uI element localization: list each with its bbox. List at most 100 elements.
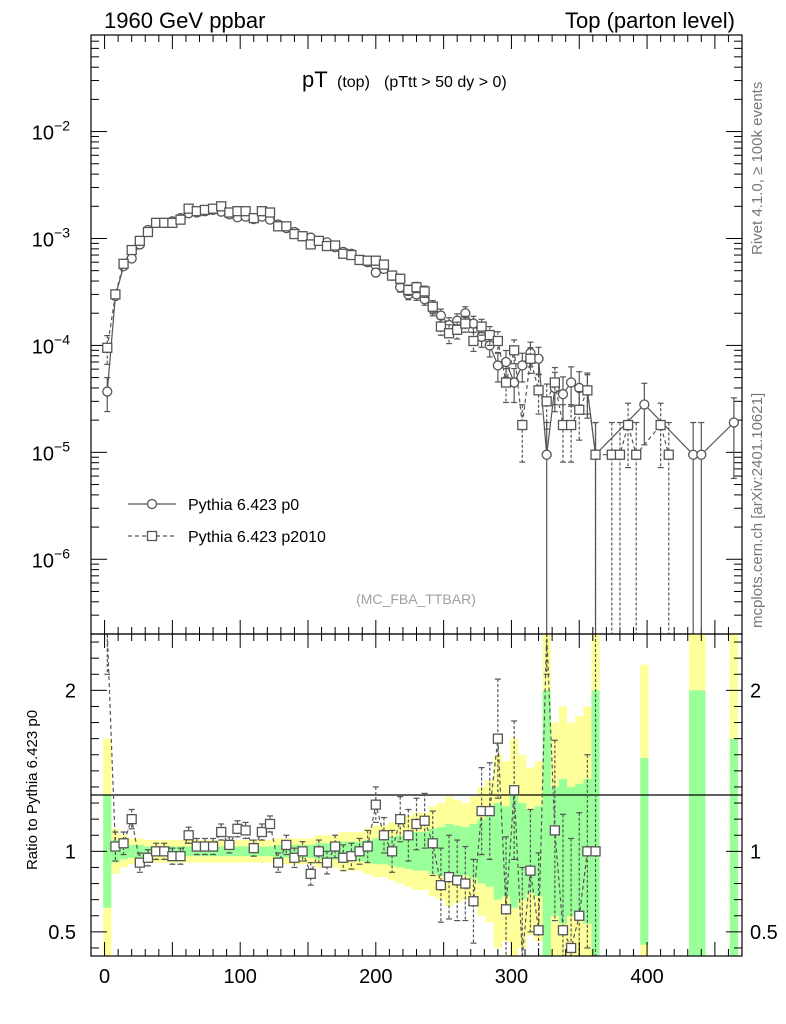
data-point-square xyxy=(484,329,495,341)
data-point-square xyxy=(582,385,593,396)
ratio-y-tick-label-right: 0.5 xyxy=(750,922,778,944)
ratio-point-square xyxy=(395,814,406,825)
ratio-point-square xyxy=(207,841,219,852)
ratio-band-bin xyxy=(542,690,551,956)
data-point-square xyxy=(655,419,666,431)
ratio-band-bin xyxy=(640,757,649,945)
ratio-band-bin xyxy=(306,844,315,858)
ratio-band-bin xyxy=(689,690,698,956)
ratio-y-axis-label: Ratio to Pythia 6.423 p0 xyxy=(24,710,41,870)
data-point-square xyxy=(126,244,137,256)
ratio-band-bin xyxy=(420,832,429,871)
ratio-y-tick-label: 1 xyxy=(65,841,76,863)
ratio-frame xyxy=(90,633,743,957)
main-y-tick-label: 10−4 xyxy=(32,331,70,358)
ratio-point-square xyxy=(484,805,495,817)
ratio-point-square xyxy=(508,785,520,796)
ratio-band-bin xyxy=(103,795,112,908)
ratio-y-tick-labels: 0.5 0.5 1 1 2 2 xyxy=(48,680,778,944)
ratio-band-bin xyxy=(135,844,144,858)
header-left: 1960 GeV ppbar xyxy=(104,8,265,33)
main-y-tick-label: 10−2 xyxy=(32,118,70,145)
data-point-square xyxy=(590,449,601,460)
main-y-tick-label: 10−5 xyxy=(32,438,70,465)
ratio-point-square xyxy=(329,841,341,852)
data-point-square xyxy=(240,206,251,217)
ratio-point-square xyxy=(557,925,569,936)
data-point-circle xyxy=(370,267,381,278)
ratio-band-bin xyxy=(396,835,405,868)
ratio-point-square xyxy=(273,857,284,868)
data-point-square xyxy=(175,214,186,225)
legend-label-p2010: Pythia 6.423 p2010 xyxy=(188,529,326,546)
ratio-band-bin xyxy=(412,832,421,871)
ratio-point-square xyxy=(240,825,251,836)
ratio-panel: 0.5 0.5 1 1 2 2 0 100 200 300 400 Ratio to Pythia… xyxy=(24,633,778,988)
ratio-band-bin xyxy=(127,844,136,858)
ratio-band-bin xyxy=(493,803,502,900)
data-point-square xyxy=(508,345,520,356)
data-point-circle xyxy=(728,417,740,428)
data-point-circle xyxy=(565,377,577,388)
data-point-square xyxy=(549,377,560,388)
x-tick-label: 300 xyxy=(495,966,528,988)
legend-entry-p2010: Pythia 6.423 p2010 xyxy=(128,529,326,546)
data-point-square xyxy=(134,235,145,247)
ratio-point-square xyxy=(549,825,560,836)
legend-label-p0: Pythia 6.423 p0 xyxy=(188,497,299,514)
ratio-point-square xyxy=(435,880,447,891)
ratio-point-square xyxy=(590,846,601,857)
data-point-square xyxy=(541,396,552,407)
data-point-circle xyxy=(696,449,707,460)
ratio-point-square xyxy=(313,846,325,857)
ratio-point-square xyxy=(321,857,333,868)
ratio-point-square xyxy=(305,868,316,880)
x-tick-label: 100 xyxy=(224,966,257,988)
ratio-band-bin xyxy=(257,846,266,857)
ratio-band-bin xyxy=(697,690,706,956)
ratio-band-bin xyxy=(477,819,486,884)
ratio-point-square xyxy=(289,852,300,863)
ratio-point-square xyxy=(565,942,577,954)
watermark: (MC_FBA_TTBAR) xyxy=(356,591,476,607)
ratio-point-square xyxy=(248,842,259,854)
data-point-square xyxy=(110,289,121,300)
data-point-square xyxy=(419,286,430,297)
ratio-point-square xyxy=(370,799,381,810)
data-point-circle xyxy=(557,389,569,400)
data-point-square xyxy=(533,385,544,396)
ratio-point-square xyxy=(386,846,398,857)
ratio-band-bin xyxy=(591,690,600,956)
ratio-band-bin xyxy=(501,806,511,897)
ratio-band-bin xyxy=(119,843,128,860)
plot-title-main: pT xyxy=(302,67,328,92)
data-point-square xyxy=(492,335,504,347)
data-point-square xyxy=(460,318,471,329)
data-point-circle xyxy=(541,449,552,460)
ratio-point-square xyxy=(216,826,227,838)
ratio-point-square xyxy=(427,838,438,849)
ratio-point-square xyxy=(419,815,430,826)
data-point-square xyxy=(329,240,341,251)
main-y-tick-labels: 10−2 10−3 10−4 10−5 10−6 xyxy=(32,118,70,573)
data-point-square xyxy=(631,449,642,460)
ratio-point-square xyxy=(142,852,154,863)
data-point-square xyxy=(264,207,276,218)
ratio-band-bin xyxy=(379,838,389,865)
data-point-square xyxy=(517,419,528,431)
legend: Pythia 6.423 p0 Pythia 6.423 p2010 xyxy=(128,497,326,546)
main-axis-ticks xyxy=(90,34,743,635)
data-point-square xyxy=(297,231,308,242)
ratio-band-bin xyxy=(217,846,226,857)
data-point-square xyxy=(476,321,487,332)
plot-title-sub1: (top) xyxy=(337,74,370,91)
data-point-square xyxy=(378,259,390,270)
data-point-square xyxy=(395,273,406,284)
main-y-tick-label: 10−6 xyxy=(32,545,70,572)
ratio-point-square xyxy=(533,925,544,936)
ratio-band-bin xyxy=(290,844,299,858)
legend-entry-p0: Pythia 6.423 p0 xyxy=(128,497,299,514)
plot-title-sub2: (pTtt > 50 dy > 0) xyxy=(384,74,507,91)
side-label-top: Rivet 4.1.0, ≥ 100k events xyxy=(749,82,766,255)
